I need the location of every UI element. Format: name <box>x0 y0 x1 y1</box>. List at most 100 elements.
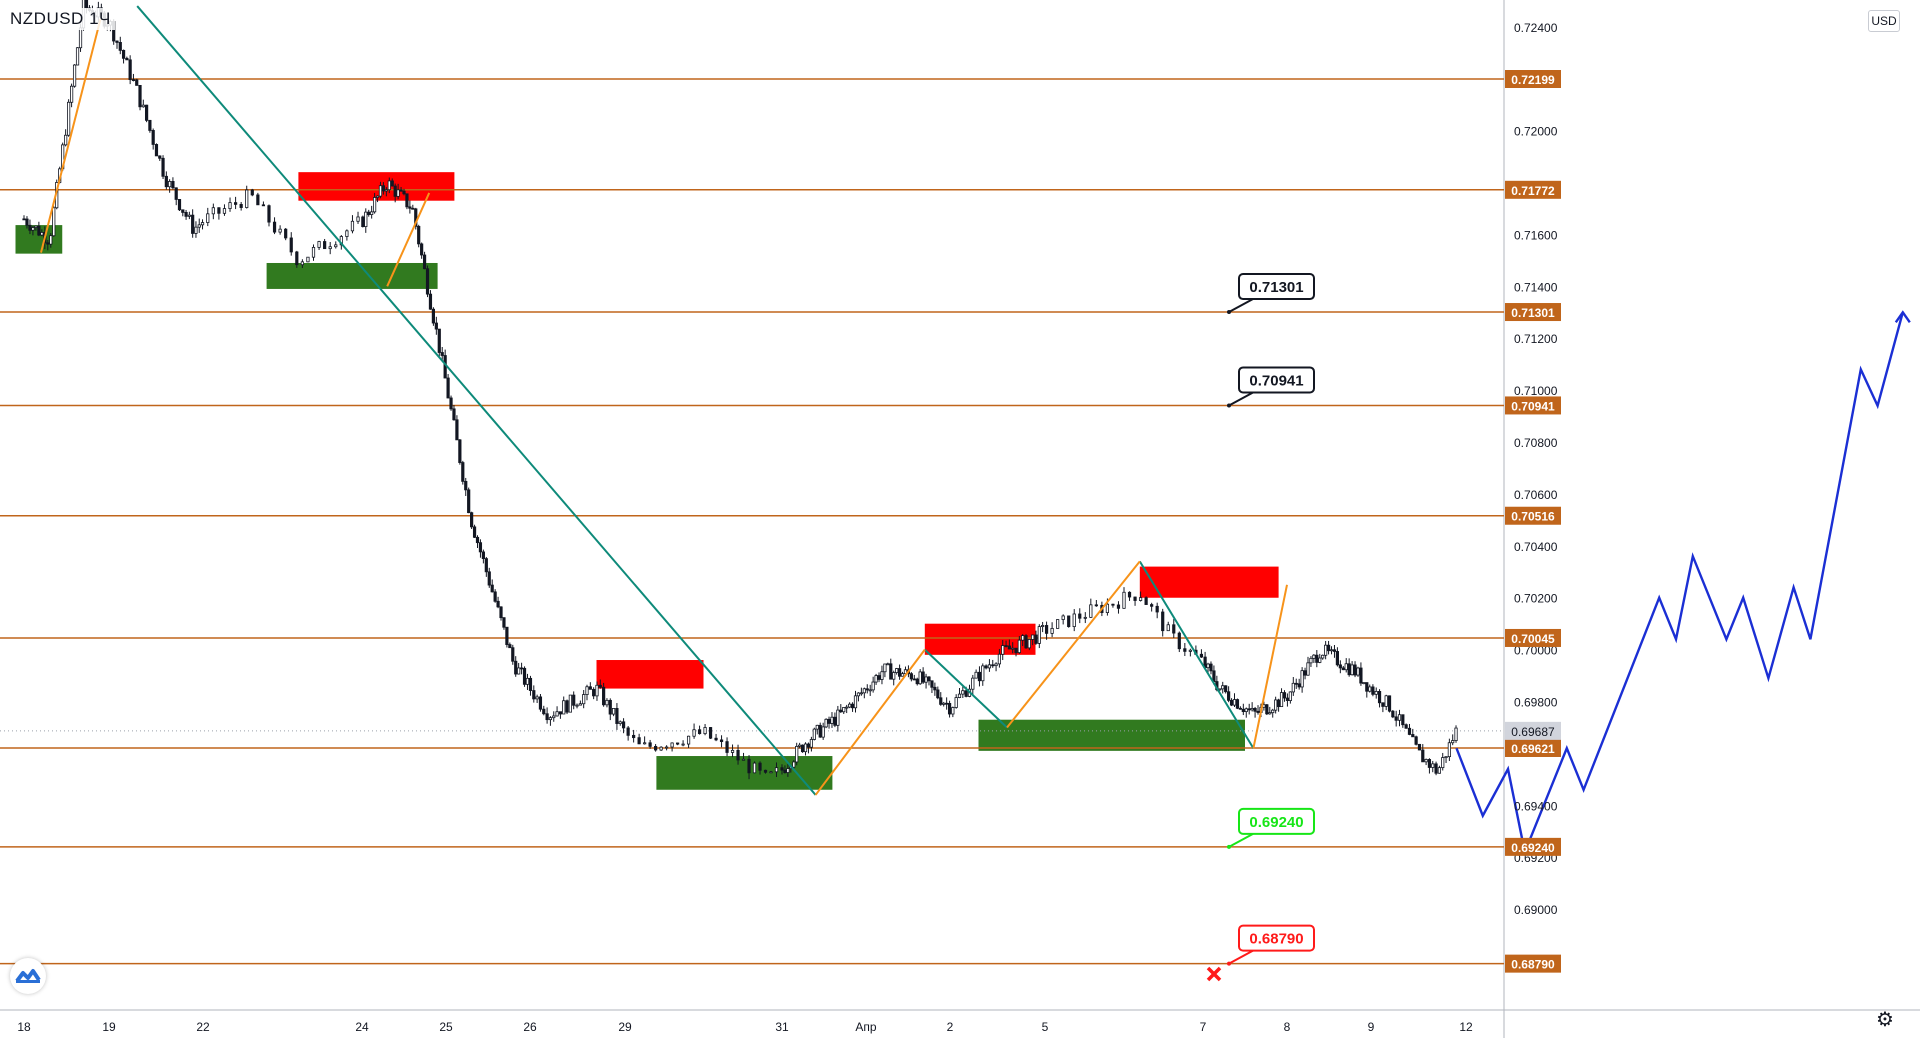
candle-body <box>151 130 155 145</box>
candle-body <box>1094 604 1098 607</box>
x-tick-label: 9 <box>1368 1020 1375 1034</box>
candle-body <box>954 697 958 708</box>
candle-body <box>1294 682 1298 685</box>
candle-body <box>730 749 735 753</box>
supply-zone[interactable] <box>596 660 704 689</box>
candle-body <box>833 716 837 726</box>
callout-label: 0.68790 <box>1249 931 1303 948</box>
candle-body <box>1274 699 1278 711</box>
candle-body <box>177 199 182 211</box>
wave-up-line[interactable] <box>1252 584 1288 749</box>
candle-body <box>141 104 145 108</box>
wave-down-line[interactable] <box>136 5 817 796</box>
candle-body <box>472 526 477 538</box>
candle-body <box>1356 667 1360 676</box>
candle-body <box>239 203 243 208</box>
wave-down-line[interactable] <box>924 648 1008 729</box>
level-price-tag[interactable]: 0.69621 <box>1505 738 1561 757</box>
candle-body <box>256 194 260 206</box>
level-price-tag[interactable]: 0.70045 <box>1505 628 1561 647</box>
candle-body <box>128 59 132 80</box>
candle-body <box>1291 682 1295 693</box>
price-callout[interactable]: 0.71301 <box>1227 273 1315 315</box>
tradingview-logo-icon[interactable] <box>10 958 46 994</box>
candle-body <box>1238 707 1242 710</box>
candle-body <box>1209 663 1213 672</box>
candle-body <box>839 709 843 713</box>
candle-body <box>933 686 937 691</box>
price-callout[interactable]: 0.70941 <box>1227 366 1315 408</box>
demand-zone[interactable] <box>656 756 833 790</box>
wave-down-line[interactable] <box>1138 560 1255 749</box>
candle-body <box>328 246 332 250</box>
level-price-tag[interactable]: 0.72199 <box>1505 70 1561 88</box>
demand-zone[interactable] <box>266 262 438 289</box>
candle-body <box>200 222 205 226</box>
candle-body <box>420 243 424 256</box>
wave-up-line[interactable] <box>386 192 431 287</box>
candle-body <box>637 737 641 745</box>
wave-up-line[interactable] <box>814 649 926 796</box>
candle-body <box>217 207 221 214</box>
forecast-path[interactable] <box>1455 311 1904 857</box>
candle-body <box>161 157 165 177</box>
candle-body <box>467 489 471 514</box>
candle-body <box>942 702 946 705</box>
demand-zone[interactable] <box>978 719 1246 751</box>
cross-stroke <box>1206 966 1222 982</box>
currency-badge[interactable]: USD <box>1868 10 1900 32</box>
wave-up-line[interactable] <box>40 18 102 253</box>
candle-body <box>184 212 188 217</box>
level-price-tag[interactable]: 0.70516 <box>1505 506 1561 525</box>
current-price-tag[interactable]: 0.69687 <box>1505 721 1561 740</box>
candle-body <box>708 727 713 739</box>
candle-body <box>46 242 50 245</box>
price-callout[interactable]: 0.68790 <box>1227 924 1315 966</box>
candle-body <box>714 737 718 741</box>
candle-body <box>431 308 436 324</box>
x-tick-label: 29 <box>618 1020 632 1034</box>
candle-body <box>1279 692 1284 708</box>
candle-body <box>72 64 77 87</box>
level-price-tag[interactable]: 0.71772 <box>1505 180 1561 199</box>
price-axis-panel[interactable] <box>1504 0 1920 1038</box>
candle-body <box>393 185 397 197</box>
level-price-tag[interactable]: 0.69240 <box>1505 837 1561 856</box>
candle-body <box>535 696 539 700</box>
symbol-title[interactable]: NZDUSD 1Ч <box>6 8 115 30</box>
candle-body <box>1359 667 1363 684</box>
candle-body <box>1227 691 1231 701</box>
candle-body <box>924 676 928 683</box>
candle-body <box>741 758 746 761</box>
candle-body <box>1454 727 1458 741</box>
candle-body <box>364 211 368 228</box>
callout-pointer <box>1228 832 1254 848</box>
candle-body <box>1133 596 1137 601</box>
candle-body <box>1007 645 1011 650</box>
candle-body <box>1421 749 1425 763</box>
wave-up-line[interactable] <box>1006 560 1141 729</box>
candle-body <box>892 672 896 680</box>
candle-body <box>1072 613 1076 628</box>
candle-body <box>964 690 968 697</box>
candle-body <box>1368 686 1372 692</box>
cross-icon[interactable] <box>1206 966 1222 982</box>
price-callout[interactable]: 0.69240 <box>1227 807 1315 849</box>
candle-body <box>449 397 453 410</box>
candle-body <box>481 551 485 560</box>
level-price-tag[interactable]: 0.70941 <box>1505 396 1561 415</box>
candle-body <box>974 671 978 679</box>
candle-body <box>187 214 191 217</box>
candle-body <box>1326 644 1331 652</box>
level-price-tag[interactable]: 0.71301 <box>1505 303 1561 322</box>
supply-zone[interactable] <box>1139 566 1279 598</box>
candle-body <box>228 202 232 209</box>
gear-icon[interactable]: ⚙ <box>1876 1009 1894 1031</box>
level-price-tag[interactable]: 0.68790 <box>1505 954 1561 973</box>
candle-body <box>930 680 934 688</box>
candle-body <box>1424 759 1428 763</box>
candle-body <box>222 208 227 214</box>
candle-body <box>37 225 41 236</box>
level-tag-text: 0.70941 <box>1511 399 1555 413</box>
